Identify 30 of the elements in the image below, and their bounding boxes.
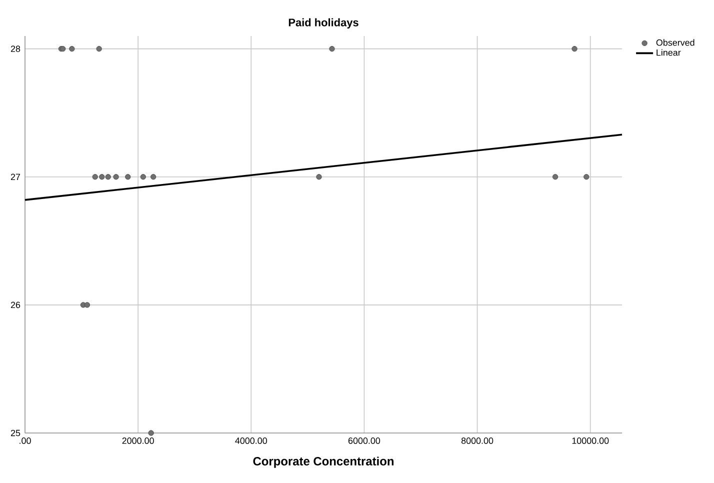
- legend-label: Linear: [656, 49, 681, 56]
- point: [125, 174, 131, 180]
- legend-label: Observed: [656, 39, 694, 46]
- point: [329, 46, 335, 52]
- x-tick-label: 6000.00: [348, 438, 380, 444]
- y-tick-label: 25: [10, 430, 20, 436]
- y-tick-label: 27: [10, 174, 20, 180]
- x-tick-label: 8000.00: [461, 438, 494, 444]
- point: [572, 46, 578, 52]
- point: [584, 174, 590, 180]
- point: [69, 46, 75, 52]
- x-tick-label: .00: [20, 438, 31, 444]
- point: [92, 174, 98, 180]
- point: [552, 174, 558, 180]
- point: [316, 174, 322, 180]
- point: [84, 302, 90, 308]
- y-tick-label: 26: [10, 302, 20, 308]
- x-axis-title: Corporate Concentration: [253, 456, 394, 468]
- chart-title: Paid holidays: [288, 18, 358, 28]
- point: [140, 174, 146, 180]
- point: [113, 174, 119, 180]
- point: [96, 46, 102, 52]
- x-tick-label: 4000.00: [235, 438, 267, 444]
- x-tick-label: 2000.00: [122, 438, 154, 444]
- x-tick-label: 10000.00: [572, 438, 609, 444]
- point: [99, 174, 105, 180]
- point: [105, 174, 111, 180]
- point: [148, 430, 154, 436]
- y-tick-label: 28: [10, 46, 20, 52]
- point: [150, 174, 156, 180]
